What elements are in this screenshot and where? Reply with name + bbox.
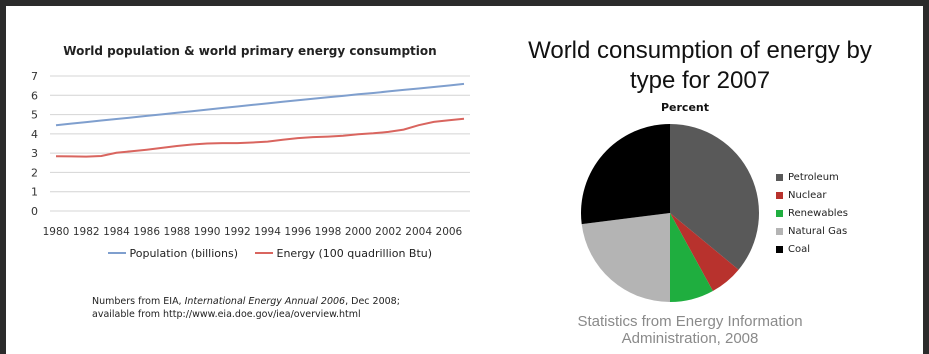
pie-credit: Statistics from Energy Information Admin…	[520, 313, 860, 347]
source-note: Numbers from EIA, International Energy A…	[92, 295, 472, 321]
source-note-publication: International Energy Annual 2006	[184, 296, 346, 307]
line-chart-grid	[50, 75, 470, 212]
pie-credit-line-2: Administration, 2008	[621, 330, 759, 347]
x-tick-label: 1992	[224, 226, 251, 238]
pie-legend-label-petroleum: Petroleum	[788, 171, 839, 183]
legend-item-energy: Energy (100 quadrillion Btu)	[255, 247, 432, 260]
pie-title-line-1: World consumption of energy by	[528, 37, 872, 64]
pie-slice-natural-gas	[581, 213, 670, 302]
y-tick-label: 3	[31, 147, 38, 160]
source-note-suffix: , Dec 2008;	[345, 296, 400, 307]
x-tick-label: 2000	[345, 226, 372, 238]
pie-slice-nuclear	[670, 213, 739, 291]
pie-legend-item-renewables: Renewables	[776, 204, 848, 222]
pie-legend: Petroleum Nuclear Renewables Natural Gas Coa…	[776, 168, 848, 258]
y-tick-label: 2	[31, 166, 38, 179]
line-chart-x-axis: 1980 1982 1984 1986 1988 1990 1992 1994 1996 1998…	[43, 226, 463, 238]
pie-legend-label-natural-gas: Natural Gas	[788, 225, 848, 237]
y-tick-label: 0	[31, 205, 38, 218]
pie-legend-swatch-petroleum	[776, 173, 783, 181]
pie-title-line-2: type for 2007	[629, 67, 771, 94]
x-tick-label: 2006	[436, 226, 463, 238]
source-note-line-1: Numbers from EIA, International Energy A…	[92, 295, 472, 308]
source-note-line-2: available from http://www.eia.doe.gov/ie…	[92, 309, 361, 320]
pie-slices	[580, 124, 760, 302]
pie-legend-swatch-nuclear	[776, 191, 783, 199]
x-tick-label: 1990	[194, 226, 221, 238]
line-chart-series	[55, 82, 465, 158]
y-tick-label: 7	[31, 70, 38, 83]
x-tick-label: 1984	[103, 226, 130, 238]
pie-credit-line-1: Statistics from Energy Information	[577, 313, 803, 330]
pie-legend-label-nuclear: Nuclear	[788, 189, 827, 201]
pie-legend-item-nuclear: Nuclear	[776, 186, 848, 204]
line-chart-y-axis: 0 1 2 3 4 5 6 7	[31, 70, 38, 218]
pie-legend-item-coal: Coal	[776, 240, 848, 258]
x-tick-label: 1980	[43, 226, 70, 238]
series-line-energy	[55, 117, 465, 158]
pie-slice-petroleum	[670, 124, 760, 270]
pie-slice-renewables	[670, 213, 713, 302]
pie-legend-swatch-renewables	[776, 209, 783, 217]
line-chart-title: World population & world primary energy …	[63, 44, 437, 58]
legend-item-population: Population (billions)	[108, 247, 238, 260]
x-tick-label: 2004	[405, 226, 432, 238]
pie-chart-subtitle: Percent	[660, 101, 710, 114]
pie-legend-item-petroleum: Petroleum	[776, 168, 848, 186]
x-tick-label: 1994	[254, 226, 281, 238]
y-tick-label: 1	[31, 186, 38, 199]
pie-legend-label-renewables: Renewables	[788, 207, 848, 219]
x-tick-label: 1988	[164, 226, 191, 238]
x-tick-label: 2002	[375, 226, 402, 238]
pie-slice-coal	[580, 124, 670, 225]
pie-legend-label-coal: Coal	[788, 243, 811, 255]
x-tick-label: 1982	[73, 226, 100, 238]
y-tick-label: 4	[31, 128, 38, 141]
y-tick-label: 5	[31, 109, 38, 122]
x-tick-label: 1996	[284, 226, 311, 238]
pie-chart	[580, 124, 760, 302]
legend-label-energy: Energy (100 quadrillion Btu)	[276, 247, 433, 260]
x-tick-label: 1986	[133, 226, 160, 238]
legend-label-population: Population (billions)	[129, 247, 239, 260]
pie-legend-item-natural-gas: Natural Gas	[776, 222, 848, 240]
source-note-prefix: Numbers from EIA,	[92, 296, 185, 307]
legend-swatch-population	[108, 252, 126, 254]
x-tick-label: 1998	[315, 226, 342, 238]
pie-legend-swatch-coal	[776, 245, 783, 253]
series-line-population	[55, 82, 465, 127]
pie-chart-title: World consumption of energy by type for …	[500, 36, 900, 96]
y-tick-label: 6	[31, 89, 38, 102]
legend-swatch-energy	[255, 252, 273, 254]
pie-legend-swatch-natural-gas	[776, 227, 783, 235]
